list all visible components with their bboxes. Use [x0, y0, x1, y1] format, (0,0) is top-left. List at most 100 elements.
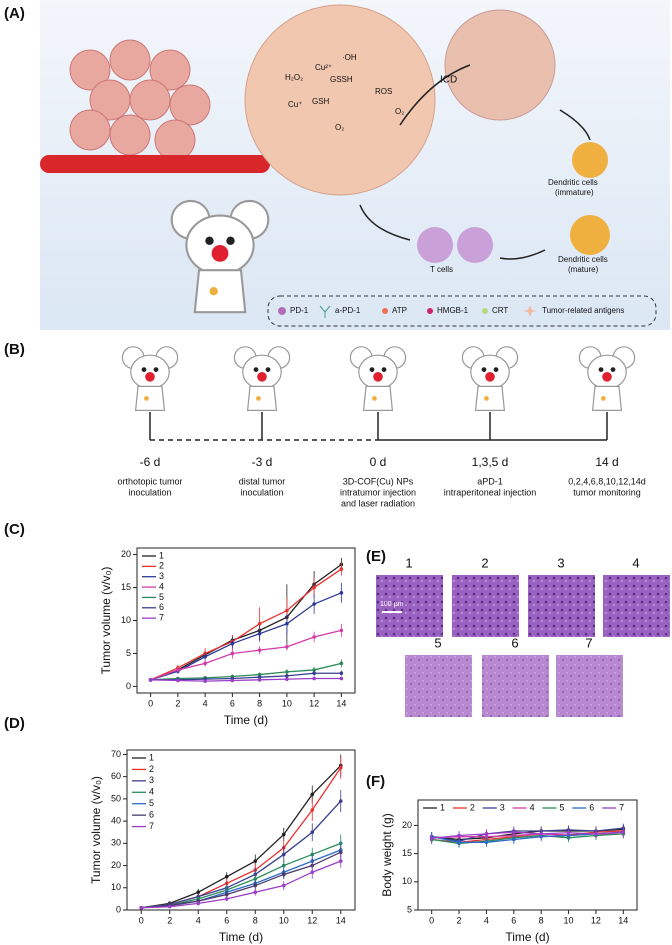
dendritic-cell [570, 215, 610, 255]
scale-label: 100 μm [380, 601, 404, 608]
legend: PD-1 a-PD-1 ATP HMGB-1 CRT Tumor-related… [278, 305, 624, 318]
label: T cells [430, 265, 453, 274]
series-line [141, 767, 342, 909]
legend-label: 1 [440, 802, 445, 812]
group-label: 5 [434, 635, 441, 650]
day-label: 1,3,5 d [472, 455, 509, 469]
event-label: 3D-COF(Cu) NPs [343, 476, 414, 486]
data-point [139, 905, 144, 910]
data-point [285, 670, 289, 674]
data-point [310, 808, 315, 812]
series-line [141, 849, 341, 909]
legend-label: 4 [159, 581, 164, 591]
series-line [150, 563, 342, 681]
data-point [338, 850, 343, 855]
group-label: 3 [557, 555, 564, 570]
series-line [141, 800, 342, 909]
data-point [339, 628, 344, 633]
data-point [285, 621, 289, 626]
legend-label: 5 [159, 592, 164, 602]
panel-label: (E) [366, 548, 386, 565]
legend-label: CRT [492, 306, 508, 315]
histology-image [376, 575, 443, 637]
data-point [312, 671, 316, 676]
event-label: intraperitoneal injection [444, 487, 537, 497]
data-point [196, 901, 201, 906]
group-label: 6 [511, 635, 518, 650]
x-axis-label: Time (d) [219, 930, 263, 944]
data-point [257, 678, 262, 682]
legend-label: 3 [500, 802, 505, 812]
data-point [339, 567, 344, 571]
data-point [253, 859, 258, 863]
x-tick-label: 4 [196, 915, 201, 925]
histology-image [528, 575, 595, 637]
label: Cu⁺ [288, 100, 302, 109]
y-tick-label: 20 [121, 549, 131, 559]
group-label: 2 [481, 555, 488, 570]
y-tick-label: 30 [111, 838, 121, 848]
tumor-cell [244, 4, 436, 196]
data-point [257, 675, 262, 679]
day-label: 14 d [595, 455, 618, 469]
series-line [150, 568, 342, 681]
data-point [176, 678, 180, 683]
data-point [621, 830, 626, 834]
legend-label: 2 [159, 561, 164, 571]
histology-image [482, 655, 549, 717]
legend-label: 2 [470, 802, 475, 812]
y-tick-label: 15 [402, 848, 412, 858]
series-line [431, 831, 624, 840]
series-line [150, 629, 342, 681]
event-label: 0,2,4,6,8,10,12,14d [568, 476, 646, 486]
panel-a: (A) ICD H₂O₂ Cu²⁺ GSSH ·OH Cu⁺ GSH ROS O… [4, 0, 670, 330]
data-point [257, 631, 262, 636]
y-tick-label: 50 [111, 793, 121, 803]
x-tick-label: 10 [564, 915, 574, 925]
data-point [203, 661, 207, 666]
day-label: 0 d [370, 455, 387, 469]
panel-label: (B) [4, 341, 25, 358]
data-point [253, 883, 258, 888]
mouse [121, 346, 179, 411]
data-point [312, 585, 316, 590]
legend-label: PD-1 [290, 306, 309, 315]
data-point [285, 674, 289, 678]
group-label: 7 [585, 635, 592, 650]
y-tick-label: 5 [126, 648, 131, 658]
data-point [312, 635, 316, 639]
label: H₂O₂ [285, 73, 303, 82]
histology-image [405, 655, 472, 717]
label: (immature) [555, 188, 594, 197]
x-tick-label: 14 [336, 915, 346, 925]
label: (mature) [568, 265, 599, 274]
group-label: 4 [632, 555, 639, 570]
y-axis-label: Body weight (g) [380, 813, 394, 896]
panel-label: (A) [4, 5, 25, 22]
x-tick-label: 0 [429, 915, 434, 925]
histology-image [452, 575, 519, 637]
series-line [150, 672, 342, 681]
plot-frame [126, 749, 356, 911]
data-point [339, 676, 344, 681]
mouse [349, 346, 407, 411]
event-label: aPD-1 [477, 476, 503, 486]
label: ICD [440, 75, 457, 86]
data-point [484, 832, 489, 836]
panel-label: (F) [366, 773, 385, 790]
data-point [312, 668, 316, 672]
plot-frame [417, 799, 638, 911]
legend-label: 6 [589, 802, 594, 812]
event-label: tumor monitoring [573, 487, 641, 497]
data-point [429, 836, 434, 841]
legend-label: 3 [149, 775, 154, 785]
y-tick-label: 0 [126, 681, 131, 691]
data-point [148, 678, 153, 682]
data-point [224, 892, 229, 897]
series-line [431, 827, 624, 842]
data-point [230, 641, 235, 646]
data-point [281, 883, 286, 888]
arrow [559, 109, 591, 141]
data-point [312, 676, 316, 681]
label: GSSH [330, 75, 353, 84]
